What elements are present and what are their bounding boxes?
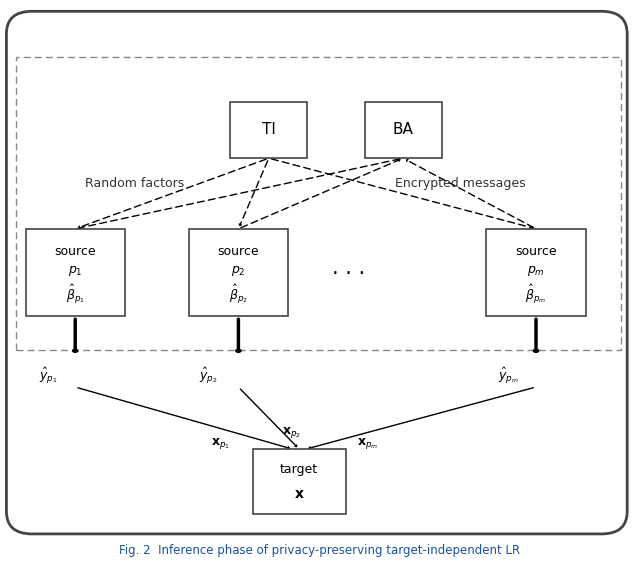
Bar (16, 56, 621, 350)
Text: $\hat{\beta}_{p_2}$: $\hat{\beta}_{p_2}$ (229, 282, 248, 306)
Text: $\mathbf{x}$: $\mathbf{x}$ (294, 487, 305, 501)
Text: · · ·: · · · (332, 264, 365, 284)
Text: $p_1$: $p_1$ (68, 264, 83, 279)
Text: $\mathbf{x}_{p_1}$: $\mathbf{x}_{p_1}$ (211, 436, 230, 451)
Text: source: source (54, 245, 96, 258)
Text: Encrypted messages: Encrypted messages (396, 177, 526, 190)
Bar (189, 229, 288, 316)
Text: source: source (218, 245, 259, 258)
FancyBboxPatch shape (6, 11, 627, 534)
Text: $p_m$: $p_m$ (527, 264, 545, 279)
Text: $\mathbf{x}_{p_m}$: $\mathbf{x}_{p_m}$ (357, 436, 379, 451)
Text: $\hat{\beta}_{p_m}$: $\hat{\beta}_{p_m}$ (525, 282, 547, 306)
Text: source: source (515, 245, 557, 258)
Bar (230, 102, 307, 158)
Text: $\mathbf{x}_{p_2}$: $\mathbf{x}_{p_2}$ (282, 425, 301, 440)
Text: Random factors: Random factors (84, 177, 184, 190)
Text: $\hat{y}_{p_2}$: $\hat{y}_{p_2}$ (198, 366, 218, 386)
Text: BA: BA (393, 123, 413, 137)
Text: target: target (280, 463, 318, 476)
Text: $\hat{\beta}_{p_1}$: $\hat{\beta}_{p_1}$ (66, 282, 84, 306)
Text: TI: TI (262, 123, 276, 137)
Bar (26, 229, 125, 316)
Bar (365, 102, 442, 158)
Text: $\hat{y}_{p_m}$: $\hat{y}_{p_m}$ (499, 366, 519, 386)
Text: Fig. 2  Inference phase of privacy-preserving target-independent LR: Fig. 2 Inference phase of privacy-preser… (120, 544, 520, 558)
Bar (253, 449, 346, 514)
Bar (486, 229, 586, 316)
Text: $p_2$: $p_2$ (231, 264, 246, 279)
Text: $\hat{y}_{p_1}$: $\hat{y}_{p_1}$ (39, 366, 58, 386)
